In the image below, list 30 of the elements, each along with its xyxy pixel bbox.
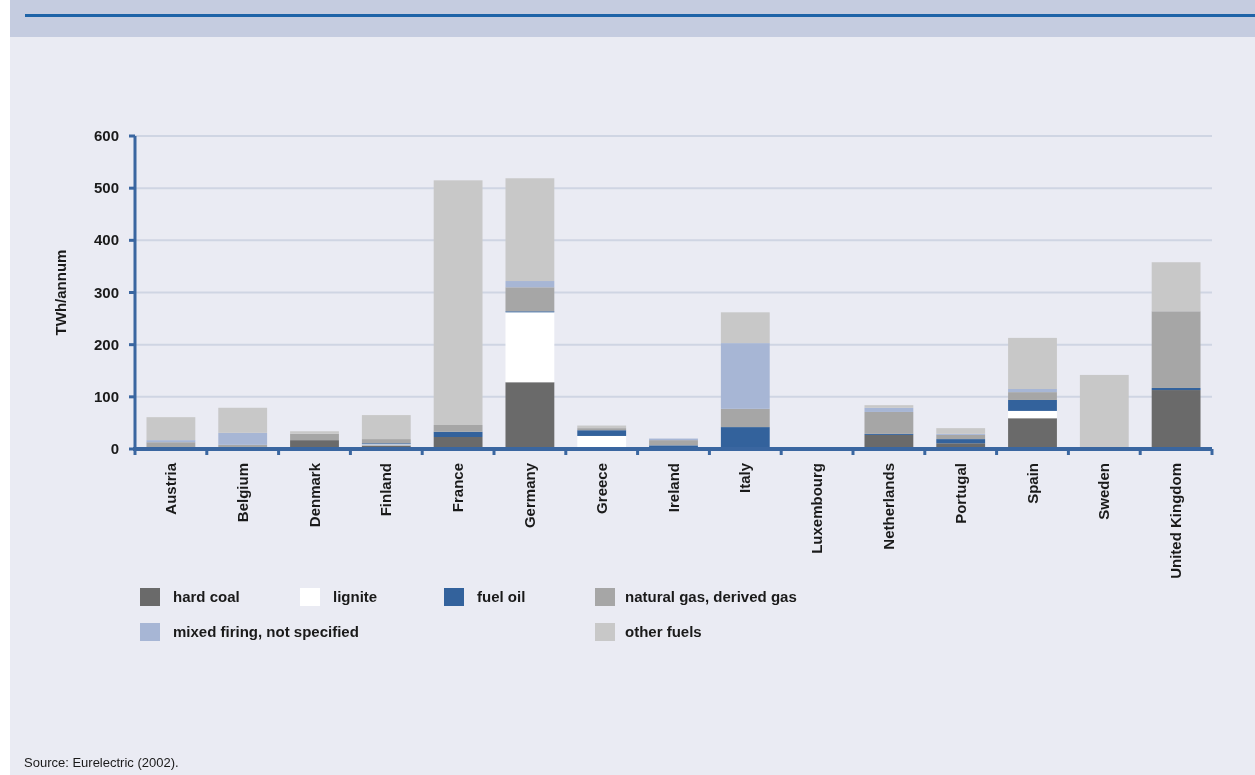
y-tick-label: 600 bbox=[93, 127, 119, 144]
legend-label: hard coal bbox=[173, 588, 240, 605]
y-tick-label: 100 bbox=[93, 387, 119, 405]
legend-label: fuel oil bbox=[477, 588, 526, 605]
legend-label: natural gas, derived gas bbox=[625, 588, 797, 605]
y-axis-title: TWh/annum bbox=[52, 249, 69, 336]
x-tick-label: Austria bbox=[161, 462, 179, 515]
x-tick-label: Spain bbox=[1023, 463, 1041, 504]
legend-label: other fuels bbox=[625, 623, 702, 640]
y-tick-label: 300 bbox=[93, 283, 119, 301]
x-tick-label: France bbox=[449, 463, 467, 513]
x-tick-label: Ireland bbox=[664, 463, 682, 513]
x-tick-label: Italy bbox=[736, 462, 754, 494]
x-tick-label: Sweden bbox=[1095, 463, 1113, 520]
x-tick-label: United Kingdom bbox=[1167, 463, 1185, 579]
y-tick-label: 500 bbox=[93, 179, 119, 197]
x-tick-label: Finland bbox=[377, 463, 395, 517]
x-tick-label: Denmark bbox=[305, 462, 323, 528]
legend-label: lignite bbox=[333, 588, 378, 605]
source-note: Source: Eurelectric (2002). bbox=[24, 755, 179, 770]
y-tick-label: 400 bbox=[93, 231, 119, 249]
y-tick-label: 200 bbox=[93, 335, 119, 353]
x-tick-label: Netherlands bbox=[879, 463, 897, 550]
y-tick-label: 0 bbox=[110, 440, 119, 457]
x-tick-label: Greece bbox=[592, 463, 610, 514]
x-tick-label: Belgium bbox=[233, 463, 251, 523]
legend-label: mixed firing, not specified bbox=[173, 623, 359, 640]
x-tick-label: Luxembourg bbox=[808, 463, 826, 554]
x-tick-label: Portugal bbox=[951, 463, 969, 524]
x-tick-label: Germany bbox=[520, 462, 538, 529]
